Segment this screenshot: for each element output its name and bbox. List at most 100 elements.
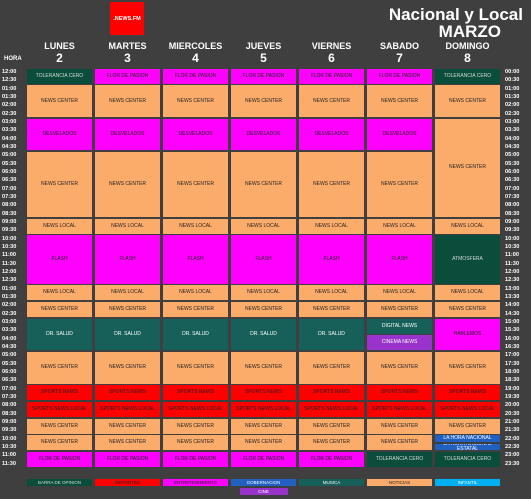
program-block: DR. SALUD [299, 318, 364, 351]
program-block: SPORTS NEWS LOCAL [95, 401, 160, 417]
time-label-left: 05:30 [2, 360, 17, 367]
time-label-left: 08:30 [2, 210, 17, 217]
program-block: DESVELADOS [163, 118, 228, 151]
day-number: 5 [260, 51, 267, 65]
program-block: NEWS CENTER [95, 418, 160, 434]
program-block: DESVELADOS [95, 118, 160, 151]
program-block: FLASH [163, 235, 228, 284]
time-label-left: 06:00 [2, 169, 17, 175]
program-block: HABLEMOS [435, 318, 500, 351]
program-block: FLASH [367, 235, 432, 284]
program-block: FLOR DE PASION [163, 451, 228, 467]
program-block: FLOR DE PASION [231, 68, 296, 84]
time-label-right: 10:30 [505, 244, 520, 250]
time-label-right: 11:30 [505, 260, 519, 267]
time-label-right: 13:00 [505, 285, 520, 292]
program-block: SPORTS NEWS [231, 385, 296, 401]
hour-label: HORA [4, 56, 22, 62]
time-label-right: 20:30 [505, 410, 520, 417]
time-label-left: 02:30 [2, 110, 17, 117]
legend-item: BARRA DE OPINION [27, 479, 92, 486]
program-block: SPORTS NEWS [163, 385, 228, 401]
time-label-left: 01:00 [2, 285, 17, 292]
time-label-left: 09:30 [2, 427, 17, 434]
program-block: FLASH [231, 235, 296, 284]
program-block: NEWS LOCAL [367, 285, 432, 301]
day-name: MIERCOLES [168, 41, 223, 51]
program-block: NEWS CENTER [435, 118, 500, 217]
time-label-right: 21:00 [505, 419, 520, 425]
time-label-left: 07:00 [2, 385, 17, 392]
program-block: NEWS LOCAL [27, 285, 92, 301]
time-label-left: 06:00 [2, 369, 17, 375]
time-label-left: 12:00 [2, 69, 17, 75]
program-block: NEWS CENTER [367, 151, 432, 217]
logo-text: .NEWS.FM [113, 15, 141, 22]
program-block: NEWS CENTER [299, 435, 364, 451]
time-label-left: 07:30 [2, 194, 17, 200]
time-label-left: 04:00 [2, 335, 17, 342]
program-block: FLOR DE PASION [231, 451, 296, 467]
program-block: NEWS LOCAL [435, 285, 500, 301]
time-label-left: 05:00 [2, 352, 17, 359]
program-block: FLOR DE PASION [163, 68, 228, 84]
time-label-left: 09:30 [2, 227, 17, 234]
program-block: NEWS CENTER [163, 435, 228, 451]
time-label-left: 11:30 [2, 260, 16, 267]
program-block: NEWS CENTER [367, 418, 432, 434]
time-label-right: 16:30 [505, 344, 520, 350]
day-name: JUEVES [245, 41, 282, 51]
program-block: NEWS CENTER [299, 351, 364, 384]
time-label-left: 03:30 [2, 127, 17, 134]
time-label-right: 22:30 [505, 444, 520, 450]
time-label-left: 07:00 [2, 185, 17, 192]
program-block: SPORTS NEWS LOCAL [299, 401, 364, 417]
program-block: NEWS CENTER [163, 418, 228, 434]
program-block: NEWS LOCAL [299, 285, 364, 301]
program-block: DESVELADOS [367, 118, 432, 151]
program-block: NEWS CENTER [435, 418, 500, 434]
time-label-right: 08:00 [505, 202, 520, 209]
program-block: NEWS LOCAL [95, 285, 160, 301]
time-label-right: 13:30 [505, 294, 520, 300]
time-label-left: 12:00 [2, 269, 17, 275]
legend-item: ENTRETENIMIENTO [163, 479, 228, 486]
time-label-right: 23:30 [505, 460, 520, 467]
day-name: SABADO [379, 41, 419, 51]
program-block: NEWS CENTER [163, 351, 228, 384]
program-block: NEWS CENTER [231, 435, 296, 451]
program-block: NEWS CENTER [27, 351, 92, 384]
program-block: NEWS CENTER [95, 151, 160, 217]
time-label-right: 03:00 [505, 119, 520, 125]
program-block: NEWS CENTER [367, 85, 432, 117]
program-block: NEWS CENTER [27, 435, 92, 451]
time-label-right: 10:00 [505, 235, 520, 242]
program-block: DR. SALUD [163, 318, 228, 351]
program-block: FLOR DE PASION [367, 68, 432, 84]
time-label-right: 01:00 [505, 85, 520, 92]
legend-item: GOBERNACION [231, 479, 296, 486]
time-label-left: 10:30 [2, 244, 17, 250]
time-label-left: 11:30 [2, 460, 16, 467]
program-block: DESVELADOS [231, 118, 296, 151]
time-label-right: 03:30 [505, 127, 520, 134]
program-block: NEWS CENTER [95, 351, 160, 384]
program-block: NEWS CENTER [231, 151, 296, 217]
time-label-right: 05:00 [505, 152, 520, 159]
program-block: DESVELADOS [27, 118, 92, 151]
time-label-left: 01:00 [2, 85, 17, 92]
program-block: NEWS CENTER [435, 351, 500, 384]
time-label-left: 11:00 [2, 452, 16, 459]
month: MARZO [438, 22, 501, 41]
time-label-left: 02:30 [2, 310, 17, 317]
day-number: 2 [56, 51, 63, 65]
program-block: NEWS CENTER [299, 151, 364, 217]
day-number: 7 [396, 51, 403, 65]
program-block: NEWS CENTER [231, 418, 296, 434]
day-name: DOMINGO [445, 41, 490, 51]
program-block: NEWS CENTER [163, 151, 228, 217]
program-block: TOLERANCIA CERO [367, 451, 432, 467]
time-label-right: 06:00 [505, 169, 520, 175]
time-label-right: 05:30 [505, 160, 520, 167]
program-block: CINEMA NEWS [367, 335, 432, 351]
